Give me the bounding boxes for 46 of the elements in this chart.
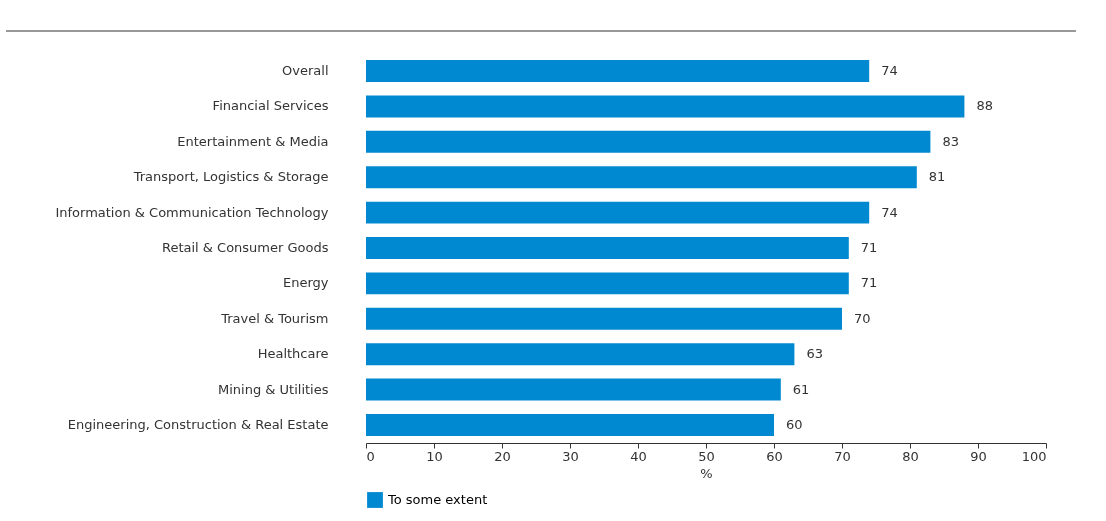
- y-tick-label: Retail & Consumer Goods: [161, 240, 329, 255]
- bar: [366, 378, 781, 401]
- x-tick-label: 50: [698, 448, 715, 464]
- data-label: 60: [786, 416, 803, 432]
- data-label: 74: [881, 204, 898, 220]
- x-tick-label: 70: [834, 448, 851, 464]
- bar: [366, 307, 842, 330]
- bar: [366, 272, 849, 295]
- data-label: 88: [976, 98, 993, 114]
- bar: [366, 95, 965, 118]
- y-tick-label: Entertainment & Media: [177, 133, 329, 149]
- data-label: 81: [928, 169, 946, 185]
- data-label: 71: [860, 275, 878, 291]
- x-tick-label: 80: [902, 448, 919, 464]
- data-label: 83: [942, 133, 959, 149]
- y-tick-label: Healthcare: [257, 346, 329, 362]
- y-tick-label: Energy: [282, 275, 329, 291]
- bar: [366, 166, 917, 189]
- y-tick-label: Financial Services: [212, 98, 329, 114]
- x-tick-label: 20: [494, 448, 511, 464]
- data-label: 74: [881, 63, 898, 79]
- x-tick-label: 60: [766, 448, 783, 464]
- data-label: 70: [854, 310, 871, 326]
- bar: [366, 60, 870, 83]
- bar: [366, 130, 931, 153]
- bar: [366, 343, 795, 366]
- y-tick-label: Transport, Logistics & Storage: [132, 169, 329, 185]
- x-tick-label: 90: [970, 448, 987, 464]
- bar: [366, 413, 774, 436]
- y-tick-label: Engineering, Construction & Real Estate: [67, 416, 329, 432]
- bar: [366, 237, 849, 259]
- x-tick-label: 30: [562, 448, 579, 464]
- x-tick-label: 40: [630, 448, 647, 464]
- data-label: 61: [792, 381, 810, 397]
- x-tick-label: 0: [366, 448, 375, 464]
- x-tick-label: 10: [426, 448, 443, 464]
- x-axis-title: %: [700, 465, 713, 481]
- x-tick-label: 100: [1021, 448, 1047, 464]
- y-tick-label: Travel & Tourism: [220, 310, 329, 326]
- bar: [366, 201, 870, 224]
- y-tick-label: Overall: [282, 63, 329, 79]
- legend-label: To some extent: [387, 492, 488, 507]
- data-label: 63: [806, 346, 823, 362]
- y-tick-label: Information & Communication Technology: [55, 204, 329, 220]
- data-label: 71: [860, 240, 878, 255]
- y-tick-label: Mining & Utilities: [218, 381, 329, 397]
